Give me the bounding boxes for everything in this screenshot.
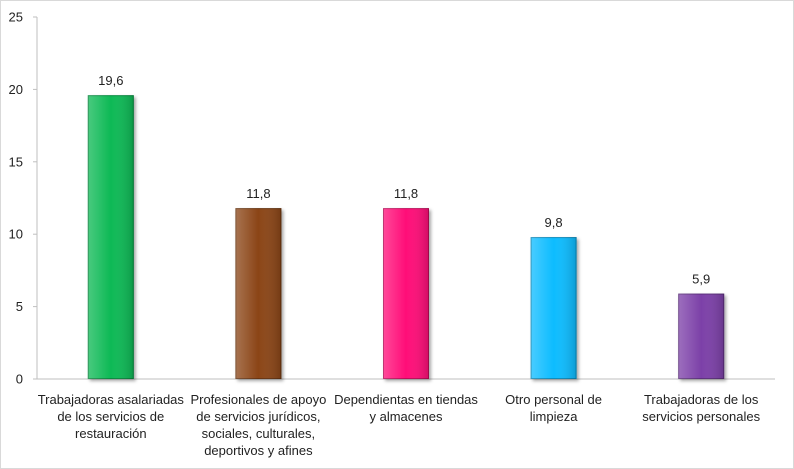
value-labels: 19,6 11,8 11,8 9,8 5,9 <box>98 73 710 286</box>
bar-shading <box>87 95 134 379</box>
category-label-line: Trabajadoras asalariadas <box>37 392 184 407</box>
value-label: 9,8 <box>545 215 563 230</box>
bar-shading <box>530 237 577 379</box>
bar-shading <box>383 208 429 379</box>
axes: 0 5 10 15 20 25 <box>9 10 775 387</box>
bar-3 <box>383 208 429 379</box>
y-tick-label: 10 <box>9 227 23 242</box>
y-tick-label: 0 <box>16 372 23 387</box>
category-label-line: de servicios jurídicos, <box>196 409 321 424</box>
bar-shading <box>678 293 725 379</box>
category-label-line: Profesionales de apoyo <box>190 392 327 407</box>
bar-edge <box>678 293 725 379</box>
category-label: Dependientas en tiendas y almacenes <box>331 391 481 425</box>
y-tick-label: 15 <box>9 154 23 169</box>
bar-edge <box>530 237 577 379</box>
category-label-line: restauración <box>75 426 147 441</box>
bar-shading <box>235 208 282 379</box>
category-label: Profesionales de apoyo de servicios juríd… <box>183 391 333 459</box>
category-label-line: Dependientas en tiendas <box>334 392 478 407</box>
value-label: 11,8 <box>394 186 418 201</box>
bar-1 <box>87 95 134 380</box>
bar-edge <box>383 208 429 379</box>
bars <box>87 95 725 380</box>
category-label-line: servicios personales <box>642 409 761 424</box>
y-tick-label: 25 <box>9 10 23 25</box>
value-label: 5,9 <box>692 272 710 287</box>
value-label: 19,6 <box>98 73 123 88</box>
bar-edge <box>235 208 282 379</box>
category-label: Trabajadoras de los servicios personales <box>626 391 776 425</box>
bar-5 <box>678 293 725 379</box>
value-label: 11,8 <box>246 186 270 201</box>
category-label-line: y almacenes <box>369 409 443 424</box>
category-label-line: de los servicios de <box>57 409 165 424</box>
bar-edge <box>87 95 134 380</box>
category-label: Otro personal de limpieza <box>479 391 629 425</box>
y-tick-label: 20 <box>9 82 23 97</box>
category-label-line: limpieza <box>529 409 578 424</box>
category-label-line: Otro personal de <box>505 392 603 407</box>
category-label-line: deportivos y afines <box>204 443 313 458</box>
bar-2 <box>235 208 282 379</box>
category-label-line: sociales, culturales, <box>201 426 316 441</box>
category-label-line: Trabajadoras de los <box>643 392 759 407</box>
category-label: Trabajadoras asalariadas de los servicios… <box>36 391 186 442</box>
y-tick-label: 5 <box>16 299 23 314</box>
bar-4 <box>530 237 577 379</box>
